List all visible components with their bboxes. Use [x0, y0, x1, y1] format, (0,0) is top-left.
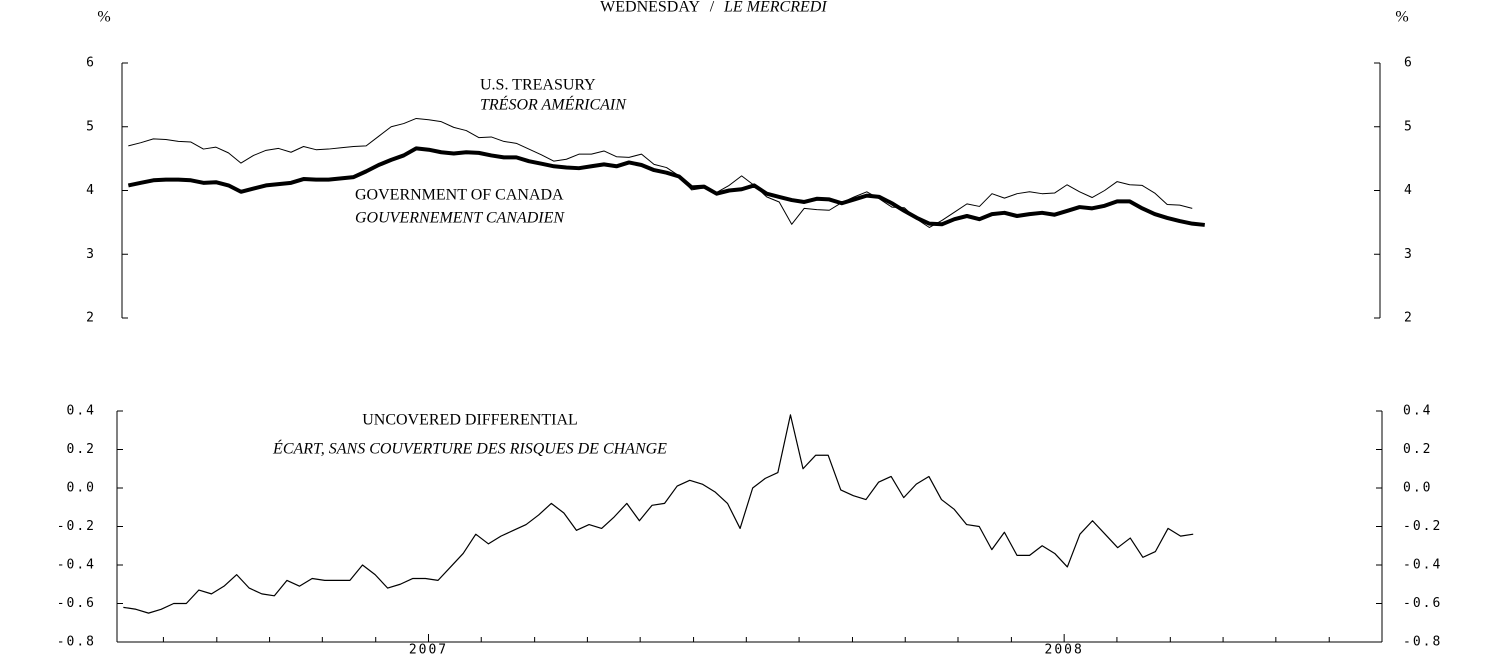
- y2-tick-label: 4: [1404, 183, 1414, 198]
- y2-tick-label: 0.4: [1403, 404, 1432, 419]
- y2-tick-label: -0.8: [1403, 635, 1442, 650]
- y2-tick-label: -0.6: [1403, 596, 1442, 611]
- y2-tick-label: 5: [1404, 119, 1414, 134]
- y-tick-label: 0.2: [67, 442, 96, 457]
- y-tick-label: 2: [86, 311, 96, 326]
- y-tick-label: 0.4: [67, 404, 96, 419]
- y2-tick-label: 2: [1404, 311, 1414, 326]
- y-tick-label: -0.6: [57, 596, 96, 611]
- series-line: [127, 146, 1205, 227]
- y2-tick-label: 0.2: [1403, 442, 1432, 457]
- y-tick-label: -0.4: [57, 558, 96, 573]
- series-label: GOVERNMENT OF CANADA: [355, 187, 564, 204]
- title: WEDNESDAY: [600, 0, 700, 16]
- series-line: [123, 414, 1194, 614]
- y-tick-label: 0.0: [67, 481, 96, 496]
- y2-tick-label: -0.4: [1403, 558, 1442, 573]
- y-tick-label: 3: [86, 247, 96, 262]
- series-label-fr: TRÉSOR AMÉRICAIN: [480, 95, 627, 114]
- y2-tick-label: 0.0: [1403, 481, 1432, 496]
- series-label: UNCOVERED DIFFERENTIAL: [362, 412, 578, 429]
- y2-tick-label: 6: [1404, 56, 1414, 71]
- unit-right: %: [1395, 9, 1408, 26]
- y2-tick-label: -0.2: [1403, 519, 1442, 534]
- y-tick-label: -0.2: [57, 519, 96, 534]
- y-tick-label: 4: [86, 183, 96, 198]
- series-line: [128, 117, 1193, 228]
- x-tick-label: 2008: [1045, 643, 1084, 657]
- series-label-fr: GOUVERNEMENT CANADIEN: [355, 210, 565, 227]
- unit-left: %: [97, 9, 110, 26]
- y-tick-label: -0.8: [57, 635, 96, 650]
- series-label: U.S. TREASURY: [480, 77, 596, 94]
- title-fr: LE MERCREDI: [723, 0, 827, 16]
- x-tick-label: 2007: [409, 643, 448, 657]
- y-tick-label: 6: [86, 56, 96, 71]
- y-tick-label: 5: [86, 119, 96, 134]
- y2-tick-label: 3: [1404, 247, 1414, 262]
- title-separator: /: [710, 0, 715, 16]
- series-label-fr: ÉCART, SANS COUVERTURE DES RISQUES DE CH…: [272, 439, 667, 458]
